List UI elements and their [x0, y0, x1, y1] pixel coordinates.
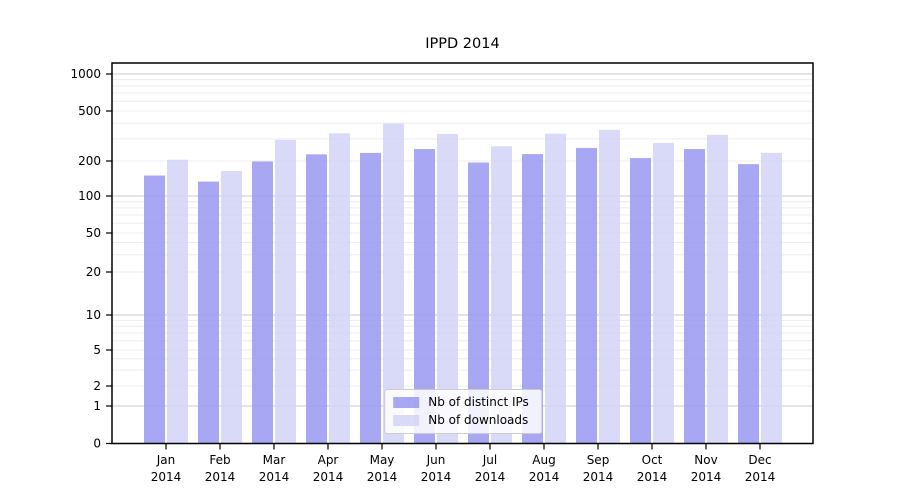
y-tick-label: 1000: [70, 67, 101, 81]
x-tick-label-month: Aug: [532, 453, 555, 467]
x-tick-label-month: Feb: [209, 453, 230, 467]
legend-item-ips: Nb of distinct IPs: [393, 395, 529, 409]
bar-ips-feb: [198, 181, 219, 444]
x-tick-label-year: 2014: [691, 470, 722, 484]
x-tick-label-year: 2014: [637, 470, 668, 484]
x-tick-label-month: Nov: [694, 453, 717, 467]
bar-downloads-jan: [167, 159, 188, 444]
x-tick-label-month: Jun: [426, 453, 446, 467]
x-tick-label-month: Apr: [318, 453, 339, 467]
bar-downloads-sep: [599, 129, 620, 444]
legend-item-downloads: Nb of downloads: [393, 413, 529, 427]
y-tick-label: 20: [86, 265, 101, 279]
bar-ips-may: [360, 152, 381, 444]
x-tick-label-month: Dec: [748, 453, 771, 467]
y-tick-label: 200: [78, 154, 101, 168]
x-tick-label-month: Sep: [587, 453, 610, 467]
bar-ips-nov: [684, 149, 705, 444]
bar-ips-jul: [468, 162, 489, 444]
y-tick-label: 5: [93, 343, 101, 357]
bar-ips-jan: [144, 175, 165, 444]
bar-downloads-apr: [329, 133, 350, 444]
bar-downloads-oct: [653, 142, 674, 444]
chart-title: IPPD 2014: [425, 36, 500, 52]
x-tick-label-month: Jul: [482, 453, 497, 467]
legend-swatch-ips: [393, 396, 420, 408]
bar-ips-jun: [414, 149, 435, 444]
y-tick-label: 100: [78, 189, 101, 203]
bar-downloads-dec: [761, 152, 782, 444]
x-tick-label-month: Mar: [263, 453, 286, 467]
y-tick-label: 500: [78, 104, 101, 118]
legend-label: Nb of distinct IPs: [428, 395, 529, 409]
x-tick-label-year: 2014: [313, 470, 344, 484]
x-tick-label-year: 2014: [529, 470, 560, 484]
chart-legend: Nb of distinct IPs Nb of downloads: [384, 389, 542, 434]
bar-ips-aug: [522, 154, 543, 444]
x-tick-label-year: 2014: [151, 470, 182, 484]
bar-ips-apr: [306, 154, 327, 444]
legend-label: Nb of downloads: [428, 413, 529, 427]
x-tick-label-year: 2014: [205, 470, 236, 484]
plot-frame: [111, 62, 814, 445]
legend-swatch-downloads: [393, 414, 420, 426]
bar-downloads-aug: [545, 133, 566, 444]
y-tick-label: 50: [86, 226, 101, 240]
bar-downloads-jul: [491, 146, 512, 444]
y-tick-label: 0: [93, 437, 101, 451]
x-tick-label-year: 2014: [475, 470, 506, 484]
y-tick-label: 2: [93, 379, 101, 393]
x-tick-label-year: 2014: [583, 470, 614, 484]
y-axis: 0 1 2 5 10 20 50 100 200 500 1000: [70, 67, 112, 451]
x-tick-label-year: 2014: [367, 470, 398, 484]
bar-downloads-feb: [221, 171, 242, 444]
bar-ips-sep: [576, 147, 597, 444]
x-tick-label-month: Oct: [642, 453, 663, 467]
x-tick-label-year: 2014: [745, 470, 776, 484]
y-tick-label: 1: [93, 399, 101, 413]
bar-downloads-nov: [707, 134, 728, 444]
bar-ips-oct: [630, 158, 651, 444]
bars: [144, 123, 782, 444]
x-tick-label-month: May: [370, 453, 395, 467]
x-axis: Jan 2014 Feb 2014 Mar 2014 Apr 2014 May 2014 Jun 20…: [151, 443, 776, 484]
bar-downloads-may: [383, 123, 404, 444]
bar-downloads-jun: [437, 134, 458, 444]
bar-downloads-mar: [275, 139, 296, 444]
x-tick-label-year: 2014: [259, 470, 290, 484]
bar-ips-dec: [738, 164, 759, 444]
x-tick-label-month: Jan: [156, 453, 176, 467]
y-tick-label: 10: [86, 308, 101, 322]
x-tick-label-year: 2014: [421, 470, 452, 484]
bar-ips-mar: [252, 161, 273, 444]
